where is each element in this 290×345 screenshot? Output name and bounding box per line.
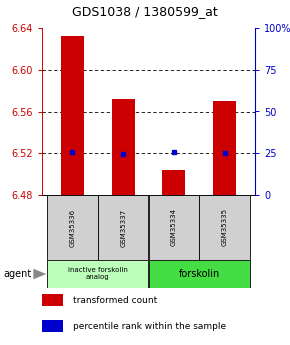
Text: percentile rank within the sample: percentile rank within the sample [73, 322, 226, 331]
Text: GSM35337: GSM35337 [120, 208, 126, 247]
FancyBboxPatch shape [149, 195, 199, 260]
Text: GSM35334: GSM35334 [171, 208, 177, 246]
Text: forskolin: forskolin [179, 269, 220, 279]
Bar [61, 36, 84, 195]
Text: agent: agent [3, 269, 31, 279]
FancyBboxPatch shape [200, 195, 250, 260]
Text: transformed count: transformed count [73, 296, 157, 305]
Bar [213, 101, 236, 195]
Text: GDS1038 / 1380599_at: GDS1038 / 1380599_at [72, 5, 218, 18]
FancyBboxPatch shape [98, 195, 148, 260]
Text: inactive forskolin
analog: inactive forskolin analog [68, 267, 128, 280]
Polygon shape [33, 269, 46, 279]
Bar [162, 170, 185, 195]
Bar [112, 99, 135, 195]
FancyBboxPatch shape [47, 195, 97, 260]
Text: GSM35335: GSM35335 [222, 208, 228, 246]
Bar [42, 320, 63, 332]
Bar [42, 294, 63, 306]
FancyBboxPatch shape [47, 260, 148, 288]
Text: GSM35336: GSM35336 [69, 208, 75, 247]
FancyBboxPatch shape [149, 260, 250, 288]
